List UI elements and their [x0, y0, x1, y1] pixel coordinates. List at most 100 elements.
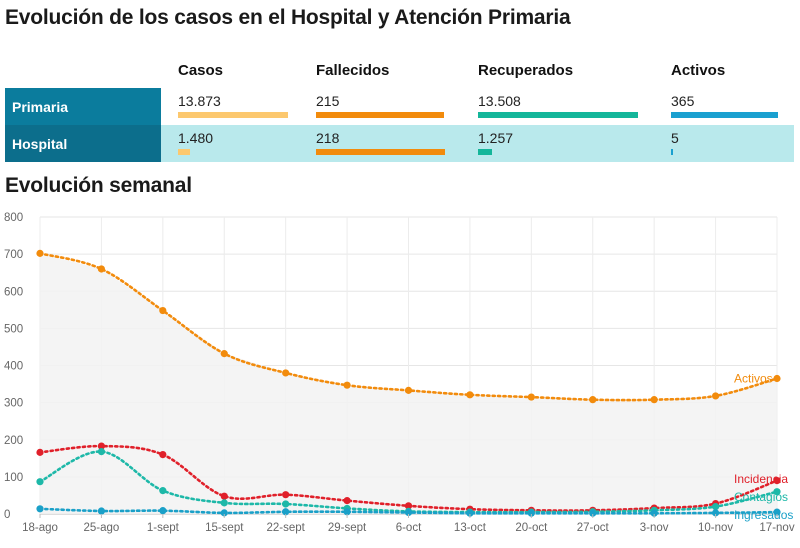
value-primaria-activos: 365	[671, 93, 695, 109]
row-label-hospital: Hospital	[5, 125, 161, 162]
y-tick-label: 500	[4, 323, 23, 335]
point-activos	[466, 391, 474, 399]
cell-primaria-recuperados: 13.508	[478, 88, 638, 125]
x-tick-label: 18-ago	[22, 522, 58, 534]
row-label-primaria: Primaria	[5, 88, 161, 125]
point-activos	[97, 265, 106, 273]
cell-primaria-activos: 365	[671, 88, 778, 125]
y-tick-label: 0	[4, 509, 10, 521]
table-header: Casos Fallecidos Recuperados Activos	[5, 54, 794, 88]
series-labels: Activos Incidencia Contagios Ingresados	[734, 371, 793, 522]
cell-hospital-recuperados: 1.257	[478, 125, 638, 162]
chart-area	[40, 253, 777, 514]
x-tick-label: 25-ago	[84, 522, 120, 534]
x-axis: 18-ago 25-ago 1-sept 15-sept 22-sept 29-sept 6…	[22, 514, 795, 534]
point-activos	[220, 350, 228, 358]
y-tick-label: 200	[4, 435, 23, 447]
value-primaria-recuperados: 13.508	[478, 93, 521, 109]
summary-table: Casos Fallecidos Recuperados Activos Pri…	[5, 54, 794, 162]
bar-hospital-fallecidos	[316, 149, 445, 155]
value-hospital-recuperados: 1.257	[478, 130, 514, 146]
point-incidencia	[282, 491, 290, 499]
bar-primaria-casos	[178, 112, 288, 118]
table-row-hospital: Hospital 1.480 218 1.257 5	[5, 125, 794, 162]
series-label-activos: Activos	[734, 371, 773, 385]
col-header-casos: Casos	[178, 62, 224, 79]
point-activos	[773, 374, 781, 383]
x-tick-label: 29-sept	[328, 522, 367, 534]
value-hospital-casos: 1.480	[178, 130, 214, 146]
point-incidencia	[220, 492, 228, 500]
point-activos	[36, 249, 44, 257]
value-hospital-fallecidos: 218	[316, 130, 340, 146]
point-ingresados	[527, 509, 535, 517]
y-tick-label: 800	[4, 212, 23, 224]
x-tick-label: 27-oct	[577, 522, 610, 534]
point-ingresados	[466, 509, 474, 517]
x-tick-label: 3-nov	[640, 522, 669, 534]
point-ingresados	[159, 507, 167, 515]
point-ingresados	[343, 508, 351, 516]
value-primaria-fallecidos: 215	[316, 93, 340, 109]
value-primaria-casos: 13.873	[178, 93, 221, 109]
x-tick-label: 22-sept	[266, 522, 305, 534]
col-header-fallecidos: Fallecidos	[316, 62, 390, 79]
point-contagios	[97, 448, 106, 456]
bar-hospital-casos	[178, 149, 190, 155]
y-tick-label: 400	[4, 361, 23, 373]
point-ingresados	[711, 509, 720, 517]
point-activos	[650, 396, 658, 404]
table-row-primaria: Primaria 13.873 215 13.508 365	[5, 88, 794, 125]
x-tick-label: 1-sept	[147, 522, 180, 534]
chart-series	[36, 249, 781, 517]
col-header-recuperados: Recuperados	[478, 62, 574, 79]
chart-subtitle: Evolución semanal	[5, 174, 192, 197]
series-label-ingresados: Ingresados	[734, 508, 793, 522]
point-ingresados	[404, 508, 413, 517]
series-label-incidencia: Incidencia	[734, 472, 788, 486]
point-incidencia	[159, 451, 167, 459]
bar-primaria-activos	[671, 112, 778, 118]
point-contagios	[773, 488, 781, 496]
point-activos	[159, 306, 167, 315]
x-tick-label: 6-oct	[396, 522, 422, 534]
point-contagios	[282, 500, 290, 508]
point-ingresados	[97, 507, 106, 515]
series-label-contagios: Contagios	[734, 490, 788, 504]
cell-hospital-casos: 1.480	[178, 125, 288, 162]
point-activos	[404, 386, 413, 394]
point-incidencia	[773, 476, 781, 485]
x-tick-label: 13-oct	[454, 522, 487, 534]
point-contagios	[159, 487, 167, 495]
point-incidencia	[97, 442, 106, 450]
point-contagios	[36, 478, 44, 486]
cell-hospital-fallecidos: 218	[316, 125, 445, 162]
point-contagios	[711, 502, 720, 511]
x-tick-label: 15-sept	[205, 522, 244, 534]
point-ingresados	[773, 508, 781, 516]
cell-primaria-casos: 13.873	[178, 88, 288, 125]
point-activos	[711, 392, 720, 400]
y-tick-label: 600	[4, 286, 23, 298]
x-tick-label: 20-oct	[515, 522, 548, 534]
bar-hospital-recuperados	[478, 149, 492, 155]
y-axis: 0 100 200 300 400 500 600 700 800	[4, 212, 23, 521]
bar-primaria-fallecidos	[316, 112, 444, 118]
value-hospital-activos: 5	[671, 130, 679, 146]
point-incidencia	[404, 502, 413, 510]
point-activos	[527, 393, 535, 401]
x-tick-label: 17-nov	[759, 522, 794, 534]
point-incidencia	[36, 448, 44, 456]
point-ingresados	[282, 508, 290, 516]
point-activos	[589, 396, 597, 404]
point-ingresados	[220, 509, 228, 517]
area-activos	[40, 253, 777, 514]
point-ingresados	[36, 505, 44, 513]
point-activos	[282, 369, 290, 377]
x-tick-label: 10-nov	[698, 522, 733, 534]
chart-title: Evolución de los casos en el Hospital y …	[5, 6, 571, 29]
point-contagios	[220, 499, 228, 507]
cell-hospital-activos: 5	[671, 125, 778, 162]
point-ingresados	[650, 509, 658, 517]
